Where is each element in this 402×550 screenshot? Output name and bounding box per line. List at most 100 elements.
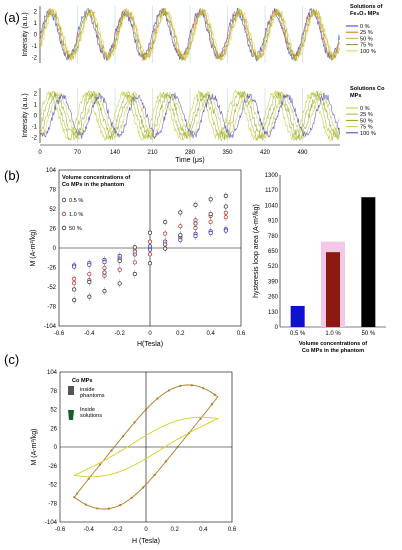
y-tick-label: 910 (268, 219, 279, 225)
y-tick-label: 520 (268, 264, 279, 270)
chart-b-left: 104 78 52 26 0 -26 -52 -78 -104-0.6 -0.4 -0.2 0 0.2 0… (30, 168, 246, 348)
x-axis-label: H(Tesla) (137, 341, 163, 348)
data-point-1 (163, 231, 168, 236)
x-axis-label: Time (μs) (175, 157, 204, 164)
y-tick-label: -52 (47, 285, 56, 291)
legend-label-1: 1.0 % (69, 212, 83, 218)
data-point-0 (87, 262, 92, 267)
panel-label-b: (b) (4, 168, 20, 183)
data-point-1 (178, 224, 183, 229)
y-tick-label: 780 (268, 234, 279, 240)
x-tick-label: -0.2 (114, 331, 125, 337)
loop-point (121, 435, 125, 438)
loop-point (87, 477, 90, 480)
data-point-1 (117, 267, 122, 272)
x-tick-label: 70 (74, 150, 81, 156)
y-tick-label: -104 (45, 520, 58, 526)
panel-label-a: (a) (4, 10, 20, 25)
data-point-1 (132, 260, 137, 265)
data-point-2 (132, 245, 137, 250)
loop-point (142, 486, 145, 489)
loop-point (73, 496, 76, 499)
y-axis-label: Intensity (a.u.) (22, 12, 29, 56)
y-tick-label: -1 (32, 44, 38, 50)
loop-point (164, 460, 168, 463)
legend-title-line: Solutions Co (350, 86, 385, 92)
y-tick-label: 260 (268, 295, 279, 301)
loop-point (76, 492, 79, 495)
loop-point (199, 417, 202, 420)
series-line-1 (39, 89, 340, 142)
data-point-1 (208, 219, 213, 224)
y-tick-label: -2 (32, 136, 38, 142)
legend-label-0: 0 % (360, 24, 370, 30)
loop-line-1 (72, 416, 220, 478)
x-tick-label: 0.2 (176, 331, 185, 337)
x-tick-label: 0.5 % (290, 331, 306, 337)
data-point-2 (87, 294, 92, 299)
data-point-0 (193, 234, 198, 239)
x-tick-label: 490 (297, 150, 308, 156)
legend-title: Volume concentrations of Co MPs in the ph… (62, 175, 130, 188)
y-tick-label: -26 (48, 464, 57, 470)
legend-label-2: 50 % (360, 36, 373, 42)
data-point-2 (147, 230, 153, 235)
legend-label-4: 100 % (360, 49, 376, 55)
x-tick-label: 0.2 (170, 527, 179, 533)
legend-label-line: phantoms (80, 393, 105, 399)
loop-point (133, 421, 136, 424)
y-tick-label: 52 (49, 207, 56, 213)
legend-label-2: 50 % (360, 118, 373, 124)
y-tick-label: -104 (44, 324, 57, 330)
legend-label-0: inside phantoms (80, 387, 105, 399)
legend-title-line: MPs (350, 93, 362, 99)
loop-line-0 (73, 384, 219, 510)
loop-point (210, 403, 214, 406)
x-tick-label: 350 (222, 150, 233, 156)
y-tick-label: -78 (48, 501, 57, 507)
y-tick-label: 1300 (265, 173, 279, 179)
legend-marker-1 (61, 211, 67, 217)
legend-label-1: 25 % (360, 112, 373, 118)
x-tick-label: -0.4 (84, 331, 95, 337)
data-point-2 (117, 258, 122, 263)
x-tick-label: 50 % (361, 331, 375, 337)
legend-label-line: solutions (80, 413, 102, 419)
legend-title-line: Fe₃O₄ MPs (350, 11, 379, 17)
data-point-2 (147, 261, 153, 266)
data-point-2 (193, 221, 198, 226)
y-tick-label: 104 (47, 370, 58, 376)
data-point-2 (132, 271, 137, 277)
data-point-2 (223, 204, 228, 209)
legend-label-1: 25 % (360, 30, 373, 36)
legend-vial-icon (68, 410, 74, 420)
legend-title: Solutions of Fe₃O₄ MPs (350, 4, 382, 17)
y-tick-label: -52 (48, 483, 57, 489)
loop-point (167, 389, 171, 392)
y-tick-label: 1040 (265, 203, 279, 209)
data-point-2 (102, 289, 107, 294)
legend-label-3: 75 % (360, 43, 373, 49)
loop-point (99, 463, 102, 466)
x-tick-label: 280 (185, 150, 196, 156)
data-point-1 (223, 215, 228, 220)
y-tick-label: 78 (49, 188, 56, 194)
y-tick-label: 1170 (265, 188, 279, 194)
loop-point (110, 449, 113, 452)
data-point-2 (178, 233, 183, 238)
legend-title: Solutions Co MPs (350, 86, 385, 99)
loop-point (179, 384, 182, 387)
legend-label-2: 50 % (69, 226, 82, 232)
y-tick-label: 26 (50, 426, 57, 432)
loop-point (213, 393, 216, 396)
y-tick-label: 0 (53, 246, 57, 252)
loop-point (84, 503, 87, 506)
y-tick-label: 650 (268, 249, 279, 255)
data-point-2 (208, 211, 213, 217)
bar-2 (361, 197, 376, 327)
chart-b-right: 1300117010409107806505203902601300hyster… (253, 173, 386, 354)
y-axis-label: M (A-m²/kg) (30, 230, 37, 267)
x-tick-label: -0.6 (54, 331, 65, 337)
data-point-2 (72, 287, 77, 292)
